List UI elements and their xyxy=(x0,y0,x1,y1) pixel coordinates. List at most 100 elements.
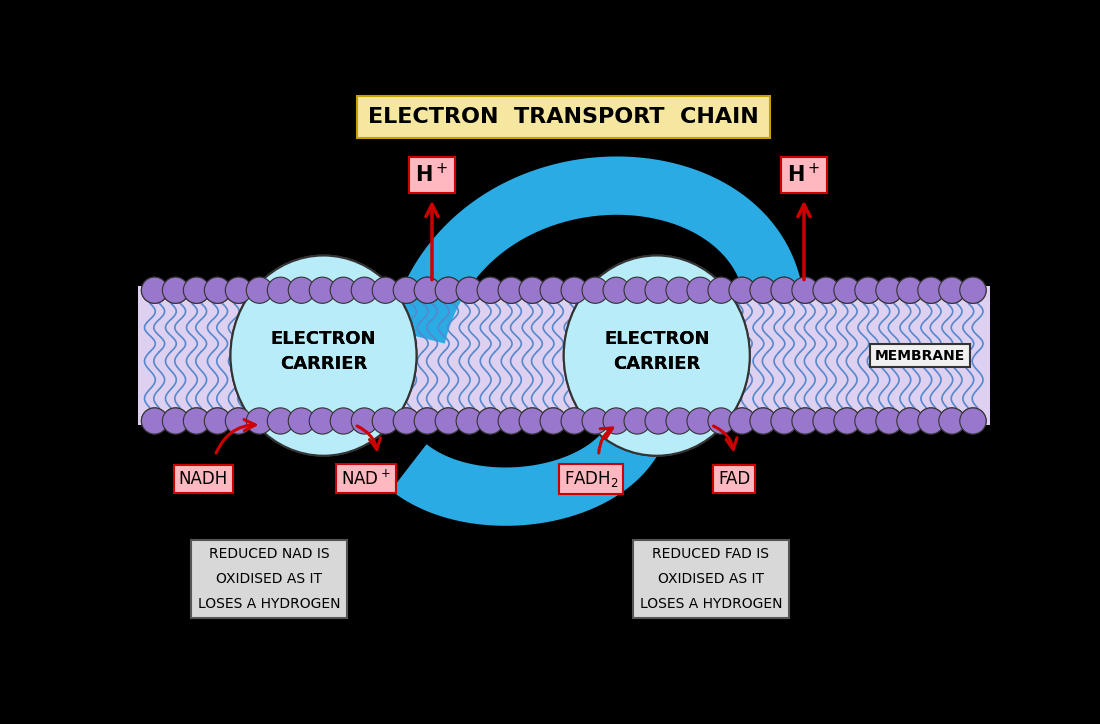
Circle shape xyxy=(688,277,713,303)
Circle shape xyxy=(750,408,777,434)
Circle shape xyxy=(436,408,462,434)
Circle shape xyxy=(372,277,398,303)
Circle shape xyxy=(896,408,923,434)
Circle shape xyxy=(624,277,650,303)
Circle shape xyxy=(917,277,944,303)
Circle shape xyxy=(876,277,902,303)
Circle shape xyxy=(729,277,756,303)
Circle shape xyxy=(477,408,504,434)
Circle shape xyxy=(267,408,294,434)
Circle shape xyxy=(351,277,377,303)
Circle shape xyxy=(393,408,419,434)
Circle shape xyxy=(415,277,440,303)
Text: $\mathbf{H}^+$: $\mathbf{H}^+$ xyxy=(416,163,449,186)
Circle shape xyxy=(876,408,902,434)
Text: MEMBRANE: MEMBRANE xyxy=(876,349,966,363)
Bar xyxy=(138,286,990,425)
Circle shape xyxy=(267,408,294,434)
Circle shape xyxy=(351,408,377,434)
Circle shape xyxy=(938,408,965,434)
Circle shape xyxy=(519,277,546,303)
Circle shape xyxy=(226,277,252,303)
Circle shape xyxy=(477,408,504,434)
Circle shape xyxy=(708,408,735,434)
Text: NADH: NADH xyxy=(178,470,228,488)
Circle shape xyxy=(393,277,419,303)
Circle shape xyxy=(917,277,944,303)
Circle shape xyxy=(540,277,566,303)
Circle shape xyxy=(834,408,860,434)
Circle shape xyxy=(267,277,294,303)
Ellipse shape xyxy=(231,256,417,455)
Circle shape xyxy=(960,408,986,434)
Circle shape xyxy=(771,408,797,434)
Circle shape xyxy=(792,277,818,303)
Text: FAD: FAD xyxy=(718,470,750,488)
Circle shape xyxy=(330,277,356,303)
Circle shape xyxy=(750,277,777,303)
Circle shape xyxy=(246,408,273,434)
Circle shape xyxy=(226,277,252,303)
Circle shape xyxy=(205,408,231,434)
Circle shape xyxy=(456,408,483,434)
Circle shape xyxy=(603,408,629,434)
Circle shape xyxy=(792,408,818,434)
Circle shape xyxy=(498,408,525,434)
Circle shape xyxy=(163,408,189,434)
Circle shape xyxy=(938,277,965,303)
Ellipse shape xyxy=(231,256,417,455)
Circle shape xyxy=(917,408,944,434)
Circle shape xyxy=(330,408,356,434)
Circle shape xyxy=(142,408,167,434)
Circle shape xyxy=(498,408,525,434)
Circle shape xyxy=(519,277,546,303)
Circle shape xyxy=(750,408,777,434)
Circle shape xyxy=(645,277,671,303)
Circle shape xyxy=(624,277,650,303)
Circle shape xyxy=(813,408,839,434)
Circle shape xyxy=(519,408,546,434)
Circle shape xyxy=(688,277,713,303)
Circle shape xyxy=(477,277,504,303)
Text: FADH$_2$: FADH$_2$ xyxy=(563,469,618,489)
Circle shape xyxy=(750,277,777,303)
Circle shape xyxy=(938,408,965,434)
Circle shape xyxy=(372,408,398,434)
Text: $\mathbf{H}^+$: $\mathbf{H}^+$ xyxy=(788,163,821,186)
Circle shape xyxy=(771,277,797,303)
Circle shape xyxy=(540,408,566,434)
Circle shape xyxy=(688,408,713,434)
Circle shape xyxy=(603,277,629,303)
Circle shape xyxy=(708,408,735,434)
Circle shape xyxy=(666,408,692,434)
Text: REDUCED FAD IS
OXIDISED AS IT
LOSES A HYDROGEN: REDUCED FAD IS OXIDISED AS IT LOSES A HY… xyxy=(640,547,782,611)
Circle shape xyxy=(184,277,210,303)
Circle shape xyxy=(688,408,713,434)
Circle shape xyxy=(415,277,440,303)
Circle shape xyxy=(372,408,398,434)
Circle shape xyxy=(184,408,210,434)
Circle shape xyxy=(163,277,189,303)
Circle shape xyxy=(645,277,671,303)
Circle shape xyxy=(561,408,587,434)
Circle shape xyxy=(142,277,167,303)
Circle shape xyxy=(436,408,462,434)
Circle shape xyxy=(351,277,377,303)
Circle shape xyxy=(813,277,839,303)
Circle shape xyxy=(163,277,189,303)
Text: ELECTRON
CARRIER: ELECTRON CARRIER xyxy=(604,330,710,374)
Circle shape xyxy=(792,408,818,434)
Circle shape xyxy=(456,277,483,303)
Circle shape xyxy=(938,277,965,303)
Circle shape xyxy=(729,277,756,303)
Circle shape xyxy=(855,408,881,434)
Circle shape xyxy=(876,408,902,434)
Circle shape xyxy=(855,277,881,303)
Circle shape xyxy=(309,408,336,434)
Text: NAD$^+$: NAD$^+$ xyxy=(341,469,390,489)
Circle shape xyxy=(876,277,902,303)
Circle shape xyxy=(855,277,881,303)
Circle shape xyxy=(666,277,692,303)
Circle shape xyxy=(205,277,231,303)
Circle shape xyxy=(393,408,419,434)
